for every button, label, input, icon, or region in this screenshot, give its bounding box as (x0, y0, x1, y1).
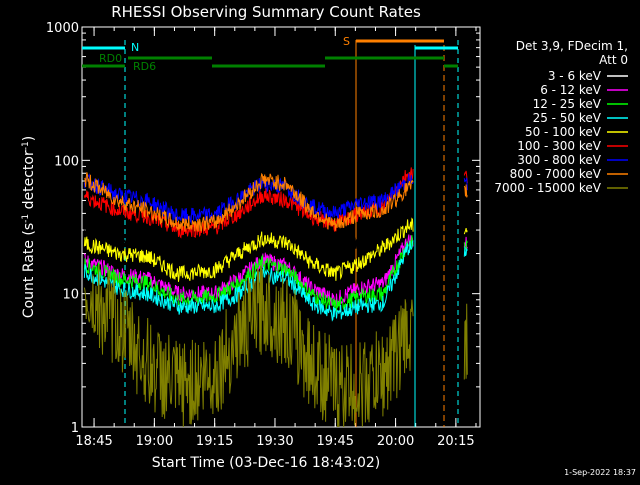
legend-label: 3 - 6 keV (548, 69, 602, 83)
x-tick-label: 19:45 (317, 434, 354, 449)
y-axis-label-sup: -1 (21, 214, 31, 223)
series-line-tail (463, 217, 468, 227)
y-axis: 1 10 100 1000 (46, 21, 480, 436)
y-tick-label: 100 (54, 154, 79, 169)
series-line (83, 213, 414, 261)
series-line-tail (463, 246, 468, 257)
legend-header-line2: Att 0 (599, 53, 628, 67)
series-line-tail (463, 170, 468, 184)
x-axis: 18:45 19:00 19:15 19:30 19:45 20:00 20:15 (75, 27, 477, 449)
series-line-tail (463, 227, 468, 235)
rd6-label: RD6 (133, 60, 156, 73)
rd0-label: RD0 (99, 52, 122, 65)
legend-label: 7000 - 15000 keV (494, 181, 601, 195)
series-line (84, 172, 414, 232)
series-line-tail (463, 240, 468, 250)
legend-label: 800 - 7000 keV (510, 167, 602, 181)
y-axis-label-tail: detector (21, 150, 37, 214)
x-tick-label: 20:00 (377, 434, 414, 449)
series-7 (84, 172, 468, 232)
legend-label: 50 - 100 keV (525, 125, 602, 139)
y-axis-label-close: ) (21, 136, 37, 141)
series-line (83, 264, 414, 428)
chart-title: RHESSI Observing Summary Count Rates (111, 3, 421, 21)
legend-label: 300 - 800 keV (517, 153, 601, 167)
state-markers: N S RD0 RD6 (82, 35, 459, 427)
series-4 (83, 217, 468, 282)
series-8 (83, 264, 468, 428)
legend-label: 12 - 25 keV (533, 97, 602, 111)
x-tick-label: 18:45 (75, 434, 112, 449)
series-layer (83, 167, 468, 428)
series-line (83, 217, 414, 282)
night-label: N (131, 41, 139, 54)
x-tick-label: 19:30 (256, 434, 293, 449)
legend-header-line1: Det 3,9, FDecim 1, (516, 39, 628, 53)
series-line-tail (463, 303, 468, 380)
x-tick-label: 20:15 (437, 434, 474, 449)
timestamp: 1-Sep-2022 18:37 (564, 468, 636, 477)
x-tick-label: 19:15 (196, 434, 233, 449)
y-axis-label: Count Rate (s-1 detector-1) (21, 136, 37, 318)
x-axis-label: Start Time (03-Dec-16 18:43:02) (152, 455, 380, 471)
legend-label: 25 - 50 keV (533, 111, 602, 125)
series-line-tail (463, 177, 468, 191)
legend-label: 100 - 300 keV (517, 139, 601, 153)
saa-label: S (343, 35, 350, 48)
y-tick-label: 1000 (46, 21, 79, 36)
series-line (83, 173, 414, 225)
y-axis-label-sup2: -1 (21, 141, 31, 150)
legend-label: 6 - 12 keV (540, 83, 602, 97)
x-tick-label: 19:00 (136, 434, 173, 449)
series-0 (83, 213, 468, 261)
series-line-tail (463, 184, 468, 198)
y-axis-label-main: Count Rate (s (21, 223, 37, 318)
y-tick-label: 10 (62, 288, 79, 303)
y-tick-label: 1 (71, 421, 79, 436)
plot-frame (81, 26, 481, 428)
